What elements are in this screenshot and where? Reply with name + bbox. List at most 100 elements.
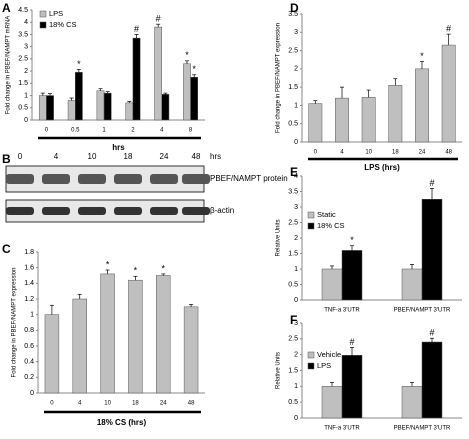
y-tick-label: 0: [294, 297, 298, 304]
y-tick-label: 1.4: [24, 280, 34, 287]
legend-swatch: [39, 10, 47, 18]
x-tick-label: 18: [392, 150, 399, 156]
bar: [441, 44, 456, 143]
y-tick-label: 0: [294, 139, 298, 146]
y-tick-label: 1: [294, 266, 298, 273]
legend-label: Static: [317, 210, 336, 219]
bar: [100, 273, 115, 394]
blot-band: [42, 174, 70, 184]
blot-band: [78, 174, 106, 184]
y-tick-label: 2.5: [288, 47, 298, 54]
x-tick-label: 0: [45, 128, 49, 134]
significance-marker: #: [349, 337, 354, 347]
x-tick-label: TNF-a 3'UTR: [324, 308, 360, 314]
significance-marker: *: [192, 64, 196, 74]
blot-band: [78, 207, 106, 215]
y-tick-label: 0: [24, 117, 28, 124]
bar: [335, 97, 349, 143]
x-tick-label: 18: [132, 401, 139, 407]
y-tick-label: 2.5: [288, 219, 298, 226]
x-tick-label: 10: [365, 150, 372, 156]
lane-label: 48: [192, 152, 201, 161]
x-axis-label: hrs: [112, 143, 125, 152]
blot-row-label: β-actin: [210, 206, 234, 215]
x-tick-label: 0: [50, 401, 54, 407]
y-tick-label: 0.4: [24, 359, 34, 366]
legend-label: LPS: [317, 361, 331, 370]
y-tick-label: 0.8: [24, 327, 34, 334]
blot-band: [114, 207, 142, 215]
x-tick-label: 24: [419, 150, 426, 156]
x-tick-label: 4: [160, 128, 164, 134]
y-tick-label: 2.5: [288, 336, 298, 343]
legend-label: 18% CS: [317, 221, 345, 230]
y-tick-label: 0.6: [24, 343, 34, 350]
y-tick-label: 0: [30, 390, 34, 397]
x-axis-label: 18% CS (hrs): [97, 418, 147, 427]
x-tick-label: 48: [188, 401, 195, 407]
bar: [183, 306, 199, 394]
bar: [103, 92, 112, 121]
y-tick-label: 2: [294, 66, 298, 73]
x-tick-label: 2: [131, 128, 135, 134]
panel-letter: F: [290, 313, 297, 327]
y-tick-label: 3: [294, 320, 298, 327]
x-tick-label: 24: [160, 401, 167, 407]
bar: [125, 102, 134, 121]
bar: [388, 85, 403, 143]
x-tick-label: PBEF/NAMPT 3'UTR: [394, 308, 451, 314]
y-tick-label: 3.5: [18, 31, 28, 38]
bar: [341, 250, 363, 301]
y-tick-label: 3: [294, 29, 298, 36]
x-tick-label: 4: [78, 401, 82, 407]
y-axis-label: Relative Units: [276, 219, 282, 256]
y-axis-label: Relative Units: [276, 352, 282, 389]
blot-band: [182, 207, 210, 215]
y-tick-label: 1: [294, 102, 298, 109]
legend-swatch: [39, 21, 47, 29]
x-axis-label: LPS (hrs): [364, 163, 400, 172]
y-tick-label: 1.5: [288, 250, 298, 257]
significance-marker: *: [134, 266, 138, 276]
bar: [361, 97, 376, 143]
blot-band: [42, 207, 70, 215]
bar: [341, 355, 363, 419]
bar: [67, 100, 76, 121]
blot-band: [150, 174, 178, 184]
legend-swatch: [307, 362, 315, 370]
bar: [75, 72, 83, 121]
x-tick-label: 48: [445, 150, 452, 156]
y-tick-label: 0.5: [18, 105, 28, 112]
x-tick-label: PBEF/NAMPT 3'UTR: [394, 426, 451, 432]
x-tick-label: 0: [314, 150, 318, 156]
significance-marker: #: [429, 178, 434, 188]
y-tick-label: 2: [294, 352, 298, 359]
x-tick-label: 10: [104, 401, 111, 407]
y-tick-label: 4.5: [18, 7, 28, 14]
bar: [401, 386, 423, 419]
lane-unit: hrs: [210, 152, 221, 161]
y-tick-label: 0.5: [288, 121, 298, 128]
bar: [183, 63, 191, 121]
legend-swatch: [307, 351, 315, 359]
legend-swatch: [307, 222, 315, 230]
panel-letter: D: [290, 1, 299, 15]
y-tick-label: 1: [294, 383, 298, 390]
significance-marker: *: [420, 51, 424, 61]
y-tick-label: 3.5: [288, 11, 298, 18]
x-tick-label: TNF-a 3'UTR: [324, 426, 360, 432]
lane-label: 18: [124, 152, 133, 161]
bar: [421, 199, 443, 301]
y-axis-label: Fold change in PBEF/NAMPT expression: [276, 23, 282, 133]
x-tick-label: 1: [102, 128, 106, 134]
y-tick-label: 0: [294, 415, 298, 422]
lane-label: 0: [18, 152, 23, 161]
legend-label: 18% CS: [49, 20, 77, 29]
legend-label: LPS: [49, 9, 63, 18]
y-tick-label: 4: [24, 19, 28, 26]
bar: [415, 68, 429, 143]
significance-marker: #: [429, 328, 434, 338]
bar: [161, 94, 170, 121]
y-tick-label: 0.5: [288, 399, 298, 406]
bar: [308, 103, 323, 143]
